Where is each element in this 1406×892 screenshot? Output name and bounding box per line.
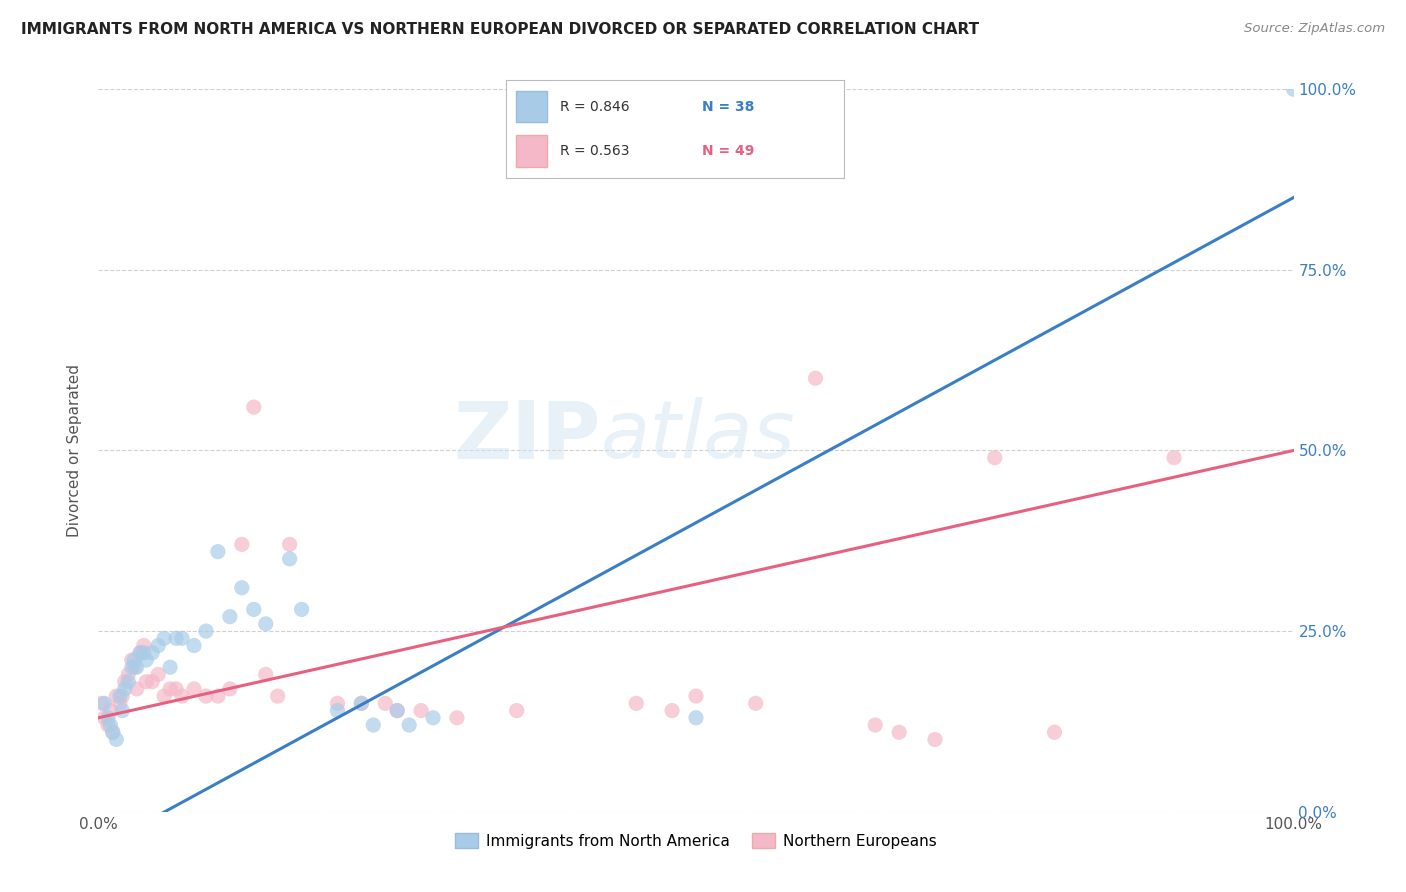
Point bbox=[254, 616, 277, 631]
Point bbox=[685, 711, 707, 725]
Point bbox=[1043, 725, 1066, 739]
Point bbox=[195, 689, 218, 703]
Point bbox=[326, 704, 349, 718]
Point bbox=[411, 704, 433, 718]
Point bbox=[889, 725, 911, 739]
Text: N = 38: N = 38 bbox=[702, 100, 754, 114]
Point bbox=[172, 689, 194, 703]
Point bbox=[506, 704, 529, 718]
Point bbox=[267, 689, 290, 703]
Point bbox=[98, 718, 122, 732]
Point bbox=[350, 696, 373, 710]
Point bbox=[865, 718, 887, 732]
Point bbox=[278, 551, 301, 566]
Point bbox=[385, 704, 409, 718]
Point bbox=[97, 711, 120, 725]
Point bbox=[132, 646, 155, 660]
Point bbox=[101, 725, 124, 739]
Point bbox=[363, 718, 385, 732]
Point bbox=[159, 660, 181, 674]
Text: Source: ZipAtlas.com: Source: ZipAtlas.com bbox=[1244, 22, 1385, 36]
Text: atlas: atlas bbox=[600, 397, 796, 475]
Text: R = 0.563: R = 0.563 bbox=[560, 144, 630, 158]
Point bbox=[129, 646, 152, 660]
Text: ZIP: ZIP bbox=[453, 397, 600, 475]
Point bbox=[183, 681, 205, 696]
Point bbox=[219, 609, 242, 624]
Point bbox=[207, 544, 229, 558]
Point bbox=[243, 602, 266, 616]
Point bbox=[231, 581, 253, 595]
Point bbox=[97, 718, 120, 732]
Point bbox=[148, 667, 170, 681]
Point bbox=[195, 624, 218, 639]
Point bbox=[117, 674, 139, 689]
Point bbox=[153, 689, 176, 703]
Point bbox=[165, 681, 187, 696]
Text: IMMIGRANTS FROM NORTH AMERICA VS NORTHERN EUROPEAN DIVORCED OR SEPARATED CORRELA: IMMIGRANTS FROM NORTH AMERICA VS NORTHER… bbox=[21, 22, 979, 37]
Point bbox=[924, 732, 946, 747]
Text: N = 49: N = 49 bbox=[702, 144, 754, 158]
Point bbox=[326, 696, 349, 710]
Point bbox=[111, 704, 134, 718]
Point bbox=[141, 646, 163, 660]
Point bbox=[661, 704, 683, 718]
Point bbox=[91, 696, 114, 710]
Point bbox=[422, 711, 444, 725]
Point bbox=[117, 667, 139, 681]
Point bbox=[141, 674, 163, 689]
Point bbox=[804, 371, 827, 385]
Text: R = 0.846: R = 0.846 bbox=[560, 100, 630, 114]
Point bbox=[111, 689, 134, 703]
Point bbox=[254, 667, 277, 681]
Point bbox=[93, 696, 115, 710]
Point bbox=[207, 689, 229, 703]
Point bbox=[172, 632, 194, 646]
Point bbox=[125, 660, 148, 674]
Legend: Immigrants from North America, Northern Europeans: Immigrants from North America, Northern … bbox=[449, 827, 943, 855]
Point bbox=[124, 660, 146, 674]
Point bbox=[984, 450, 1007, 465]
Point bbox=[105, 689, 128, 703]
Point bbox=[243, 400, 266, 414]
Point bbox=[121, 653, 143, 667]
Point bbox=[291, 602, 314, 616]
Point bbox=[148, 639, 170, 653]
Point bbox=[98, 704, 122, 718]
FancyBboxPatch shape bbox=[516, 136, 547, 167]
Point bbox=[153, 632, 176, 646]
Point bbox=[350, 696, 373, 710]
Point bbox=[1163, 450, 1185, 465]
Point bbox=[1282, 82, 1305, 96]
Point bbox=[125, 681, 148, 696]
Point bbox=[114, 681, 136, 696]
Point bbox=[124, 653, 146, 667]
Y-axis label: Divorced or Separated: Divorced or Separated bbox=[67, 364, 83, 537]
Point bbox=[132, 639, 155, 653]
Point bbox=[159, 681, 181, 696]
Point bbox=[446, 711, 468, 725]
Point bbox=[626, 696, 648, 710]
Point bbox=[745, 696, 768, 710]
Point bbox=[93, 711, 115, 725]
Point bbox=[165, 632, 187, 646]
Point bbox=[101, 725, 124, 739]
Point bbox=[685, 689, 707, 703]
Point bbox=[135, 653, 157, 667]
Point bbox=[129, 646, 152, 660]
Point bbox=[231, 537, 253, 551]
Point bbox=[105, 732, 128, 747]
Point bbox=[108, 696, 131, 710]
Point bbox=[135, 674, 157, 689]
Point bbox=[108, 689, 131, 703]
Point bbox=[398, 718, 420, 732]
Point bbox=[385, 704, 409, 718]
Point bbox=[121, 660, 143, 674]
Point bbox=[183, 639, 205, 653]
Point bbox=[114, 674, 136, 689]
Point bbox=[219, 681, 242, 696]
FancyBboxPatch shape bbox=[516, 91, 547, 122]
Point bbox=[374, 696, 396, 710]
Point bbox=[278, 537, 301, 551]
